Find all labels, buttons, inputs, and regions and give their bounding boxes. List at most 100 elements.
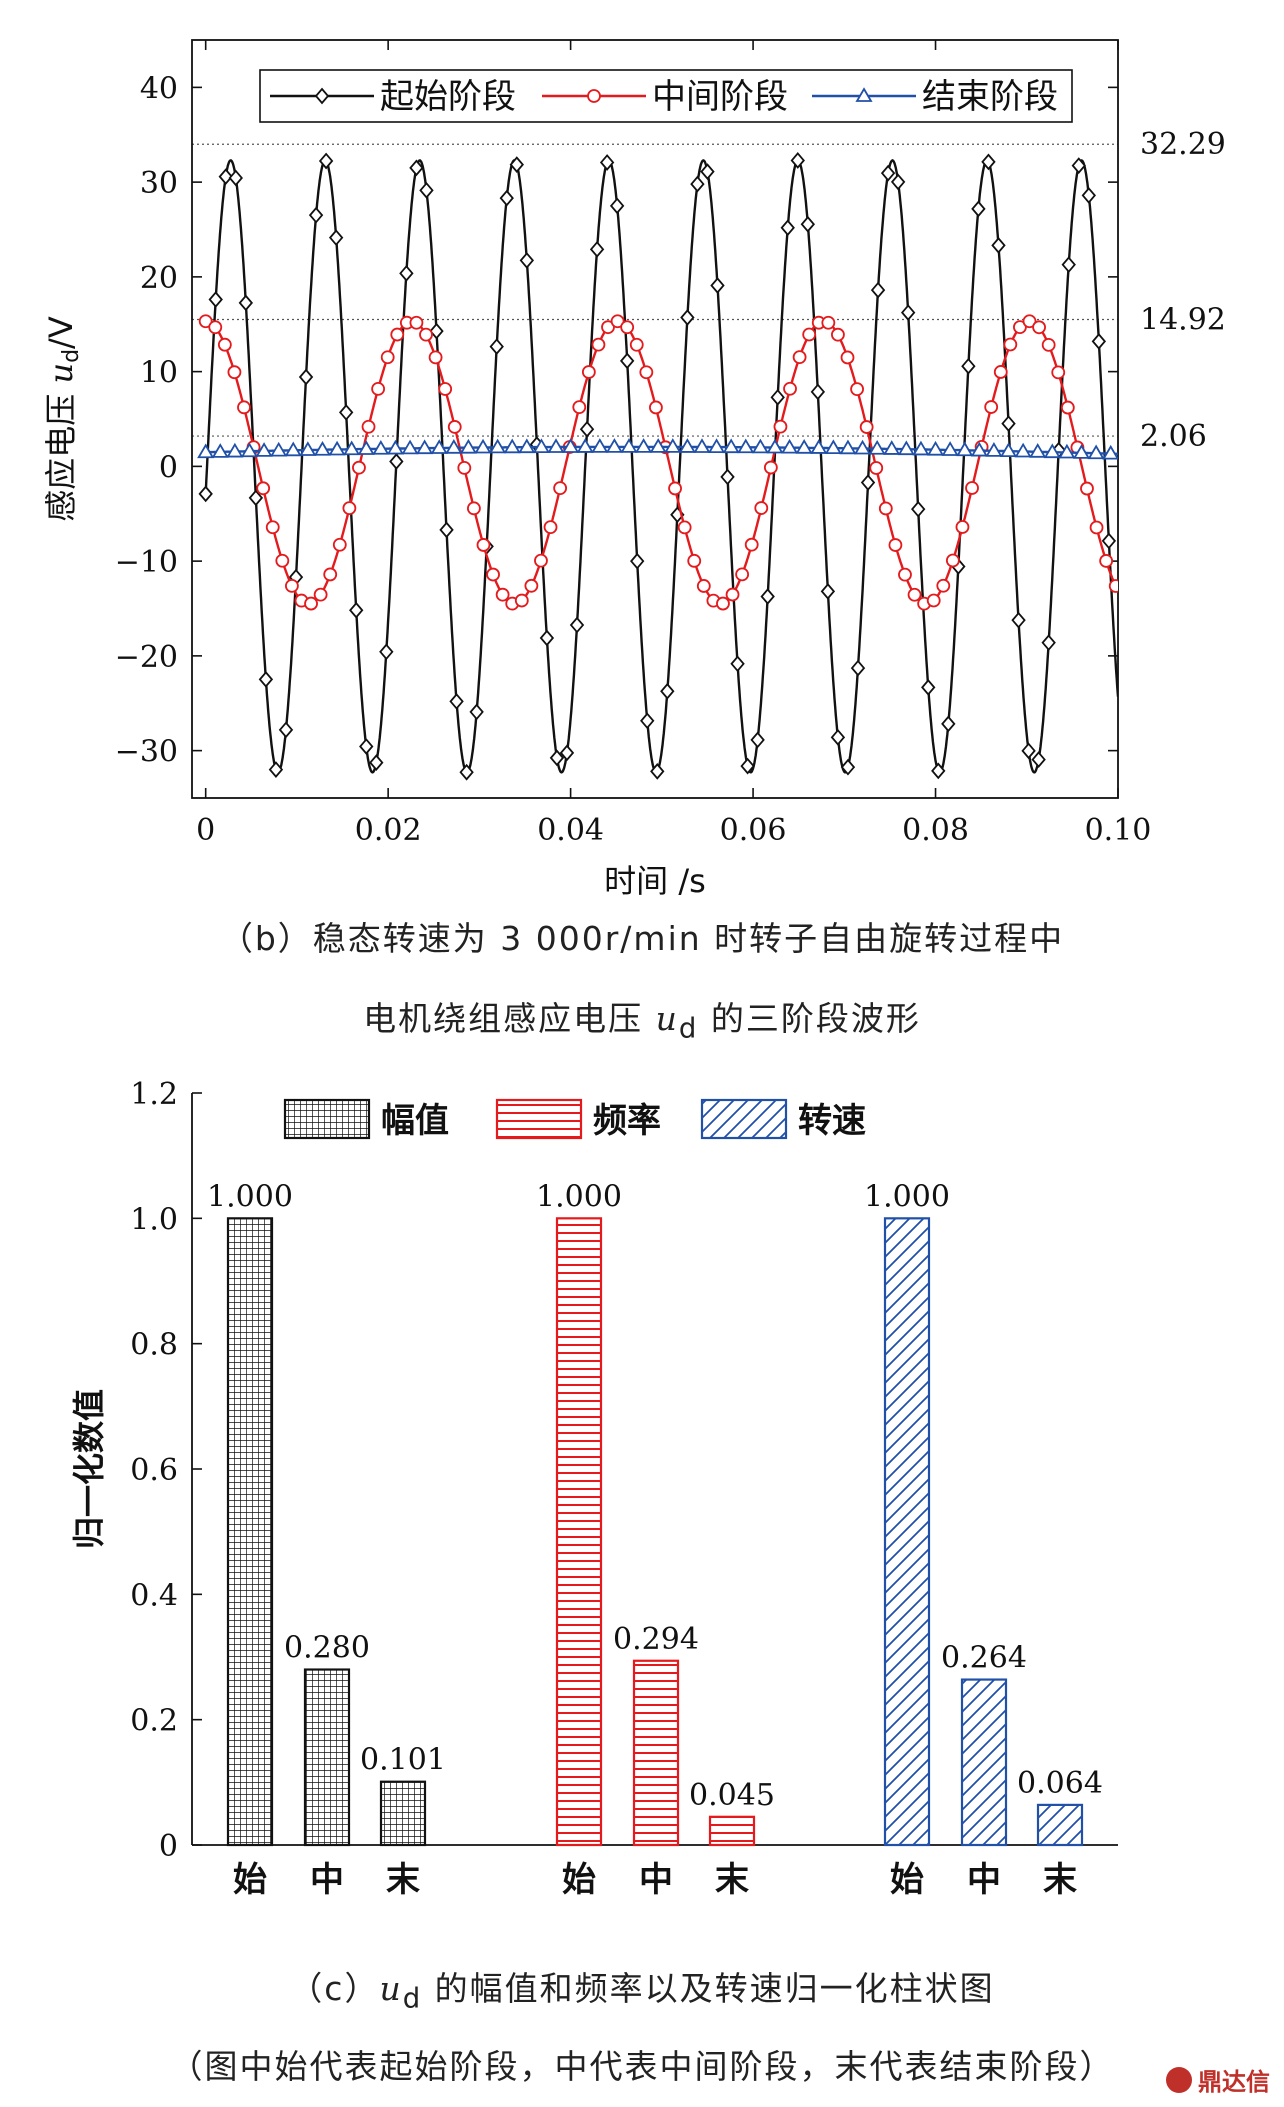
series-0-point-78 xyxy=(981,153,996,171)
series-1-point-4 xyxy=(237,400,251,415)
series-1-point-18 xyxy=(371,381,386,396)
series-1-point-68 xyxy=(850,382,864,397)
series-1-point-24 xyxy=(428,350,443,365)
series-0-point-55 xyxy=(750,731,765,749)
series-1-point-59 xyxy=(763,460,778,475)
series-0-point-62 xyxy=(820,582,836,600)
series-0-point-49 xyxy=(690,175,705,193)
bar-y-tick-label-4: 0.8 xyxy=(130,1328,178,1363)
series-2-point-13 xyxy=(386,439,405,455)
series-0-point-4 xyxy=(238,294,254,312)
series-1-point-84 xyxy=(1003,337,1018,352)
series-2-point-36 xyxy=(722,438,740,454)
series-2-point-11 xyxy=(357,440,375,455)
series-1-point-27 xyxy=(457,460,472,475)
series-0-point-21 xyxy=(409,159,424,177)
bar-value-label-2-1: 0.264 xyxy=(941,1641,1027,1676)
y-axis-label-unit: /V xyxy=(42,316,80,349)
series-1-point-39 xyxy=(572,400,587,415)
legend: 起始阶段 中间阶段 结束阶段 xyxy=(259,69,1073,123)
y-axis-label-var: u xyxy=(42,363,80,384)
series-0-point-10 xyxy=(298,368,314,386)
series-0-point-3 xyxy=(228,169,243,187)
bar-y-tick-label-2: 0.4 xyxy=(130,1578,178,1613)
bar-legend-label-1: 频率 xyxy=(593,1101,661,1141)
bar-y-tick-label-3: 0.6 xyxy=(130,1453,178,1488)
series-1-point-95 xyxy=(1108,579,1118,593)
series-0-point-90 xyxy=(1101,532,1117,550)
series-2-point-47 xyxy=(883,440,901,455)
series-1-point-43 xyxy=(610,314,625,329)
series-2-point-14 xyxy=(401,439,419,455)
series-2-point-3 xyxy=(240,442,259,458)
bar-value-label-0-1: 0.280 xyxy=(284,1631,370,1666)
series-0-point-58 xyxy=(780,219,795,237)
series-1-point-15 xyxy=(342,501,357,516)
series-1-point-87 xyxy=(1032,320,1046,335)
bar-category-label-1-2: 末 xyxy=(715,1860,749,1900)
bar-category-label-2-2: 末 xyxy=(1043,1860,1077,1900)
bar-value-label-1-0: 1.000 xyxy=(536,1179,622,1214)
series-0-point-36 xyxy=(559,744,575,762)
series-2-point-38 xyxy=(751,438,769,454)
x-tick-label-5: 0.10 xyxy=(1085,813,1152,848)
series-2-point-26 xyxy=(576,438,594,453)
series-0-point-5 xyxy=(248,489,264,507)
bar-legend-swatch-1 xyxy=(495,1098,583,1140)
series-0-point-0 xyxy=(198,485,213,503)
x-tick-label-3: 0.06 xyxy=(720,813,787,848)
series-1-point-28 xyxy=(467,501,481,516)
caption-b-line2: 电机绕组感应电压 ud 的三阶段波形 xyxy=(363,999,921,1045)
series-1-point-89 xyxy=(1051,365,1066,380)
series-1-point-44 xyxy=(620,320,635,335)
series-1-point-66 xyxy=(831,327,845,342)
series-1-point-82 xyxy=(984,400,999,414)
series-2-point-1 xyxy=(211,443,229,458)
bar-value-label-0-2: 0.101 xyxy=(360,1743,446,1778)
series-1-point-55 xyxy=(725,587,740,602)
series-2-point-28 xyxy=(605,438,623,453)
bar-1-0 xyxy=(555,1217,603,1847)
series-0-point-66 xyxy=(860,474,876,491)
series-2-point-15 xyxy=(416,439,434,455)
series-2-point-53 xyxy=(970,441,988,457)
series-0-point-54 xyxy=(740,757,755,775)
y-tick-label-3: 10 xyxy=(140,356,178,391)
series-1-point-40 xyxy=(581,365,596,379)
bar-0-0 xyxy=(226,1217,274,1847)
series-2-point-2 xyxy=(226,442,244,458)
series-2-point-45 xyxy=(853,439,872,455)
reference-label-1: 14.92 xyxy=(1140,303,1226,338)
series-1-point-49 xyxy=(668,481,682,496)
series-1-point-17 xyxy=(361,419,376,434)
series-2-point-54 xyxy=(985,442,1003,457)
series-2-point-16 xyxy=(430,439,448,454)
bar-value-label-0-0: 1.000 xyxy=(207,1179,293,1214)
series-1-point-85 xyxy=(1013,320,1027,335)
series-0-point-17 xyxy=(369,754,384,771)
series-0-point-26 xyxy=(459,763,474,781)
series-1-point-41 xyxy=(591,337,606,352)
series-1-point-23 xyxy=(419,327,433,342)
series-0-point-46 xyxy=(660,682,675,700)
series-0-point-87 xyxy=(1071,157,1086,174)
series-0-point-82 xyxy=(1021,742,1036,760)
series-2-point-58 xyxy=(1043,443,1061,459)
series-1-point-86 xyxy=(1022,314,1037,329)
series-1-point-77 xyxy=(936,578,951,593)
series-1-point-92 xyxy=(1080,481,1094,496)
series-1-point-74 xyxy=(907,587,922,602)
series-2-point-56 xyxy=(1014,442,1032,458)
series-0-point-44 xyxy=(640,712,655,730)
series-1-point-37 xyxy=(553,481,568,496)
series-1-point-13 xyxy=(323,567,338,582)
series-0-point-83 xyxy=(1031,751,1046,768)
series-1-point-65 xyxy=(821,315,836,330)
bar-y-tick-label-5: 1.0 xyxy=(130,1202,178,1237)
bar-2-0 xyxy=(883,1217,931,1847)
series-0-point-37 xyxy=(569,616,585,634)
legend-marker-2 xyxy=(855,87,873,102)
bar-1-2 xyxy=(708,1815,756,1847)
series-0-point-45 xyxy=(650,763,665,780)
reference-label-0: 32.29 xyxy=(1140,127,1226,162)
